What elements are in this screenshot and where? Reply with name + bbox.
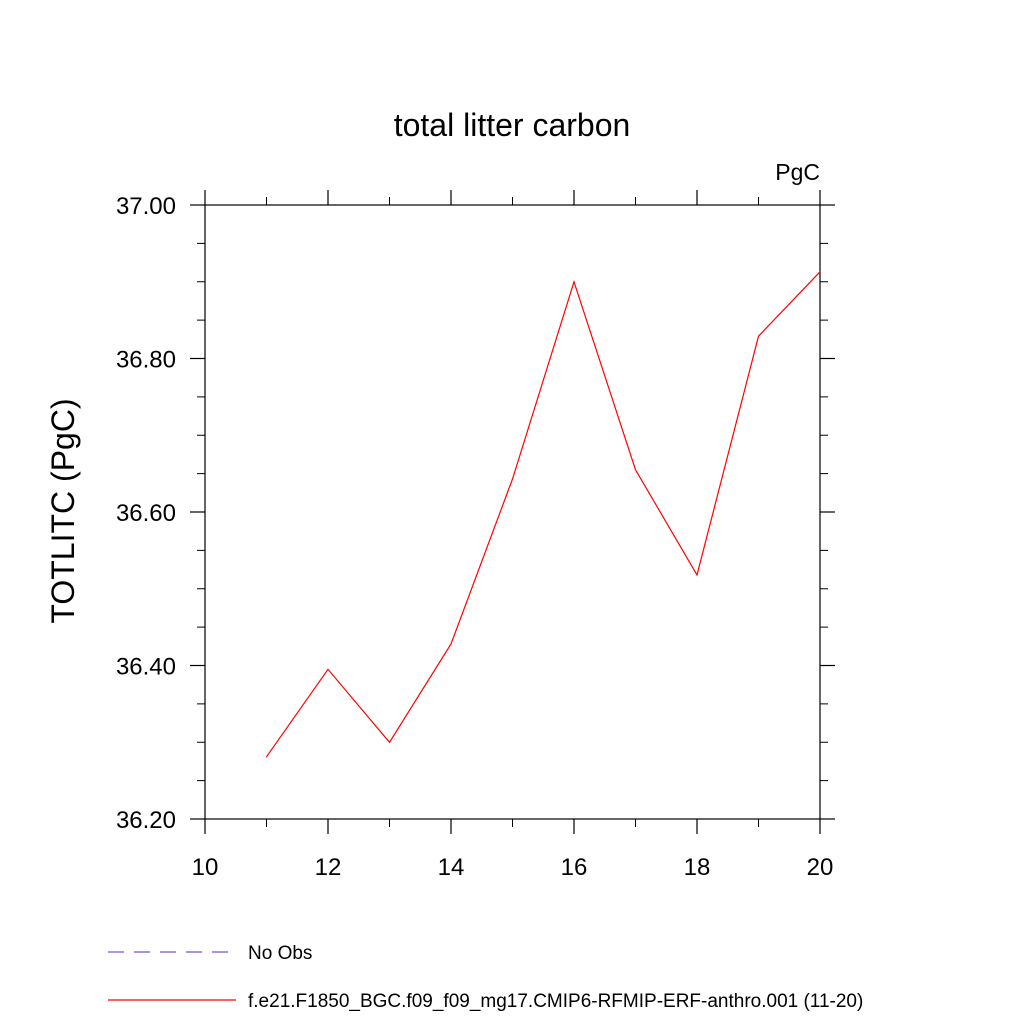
x-tick-label: 18 — [684, 854, 711, 881]
legend-label: f.e21.F1850_BGC.f09_f09_mg17.CMIP6-RFMIP… — [248, 991, 863, 1012]
data-point — [512, 478, 513, 480]
data-point — [450, 643, 452, 645]
x-tick-label: 20 — [807, 854, 834, 881]
x-tick-label: 14 — [438, 854, 465, 881]
data-point — [389, 741, 390, 743]
chart-title: total litter carbon — [394, 107, 631, 143]
data-point — [696, 574, 698, 576]
data-point — [266, 756, 267, 758]
data-point — [758, 335, 759, 337]
x-tick-label: 12 — [315, 854, 342, 881]
legend-label: No Obs — [248, 943, 312, 964]
y-tick-label: 36.60 — [116, 500, 176, 527]
data-point — [573, 281, 575, 283]
legend: No Obs f.e21.F1850_BGC.f09_f09_mg17.CMIP6… — [108, 943, 863, 1012]
x-tick-label: 10 — [192, 854, 219, 881]
ticks: 10 12 14 16 18 20 36.20 36.40 36.60 36.80 37.00 — [116, 190, 835, 881]
x-tick-label: 16 — [561, 854, 588, 881]
y-tick-label: 36.40 — [116, 654, 176, 681]
y-tick-label: 37.00 — [116, 193, 176, 220]
units-label: PgC — [775, 159, 820, 185]
data-point — [635, 469, 636, 471]
plot-frame — [204, 204, 821, 820]
y-tick-label: 36.20 — [116, 807, 176, 834]
y-axis-label: TOTLITC (PgC) — [45, 398, 81, 623]
y-tick-label: 36.80 — [116, 347, 176, 374]
data-point — [327, 668, 329, 670]
series-layer — [266, 271, 821, 758]
data-point — [819, 271, 821, 273]
series-line — [266, 271, 821, 758]
axes — [204, 204, 821, 820]
